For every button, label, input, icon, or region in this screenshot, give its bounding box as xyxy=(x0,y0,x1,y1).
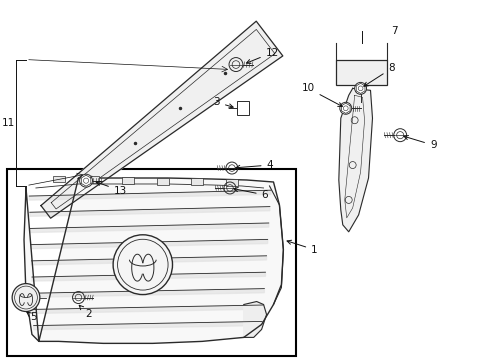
Bar xyxy=(87,176,99,183)
Polygon shape xyxy=(41,21,282,218)
Polygon shape xyxy=(31,256,266,265)
Text: 13: 13 xyxy=(96,181,127,195)
Bar xyxy=(53,176,64,183)
Text: 7: 7 xyxy=(390,26,397,36)
Bar xyxy=(122,177,134,184)
Text: 11: 11 xyxy=(1,118,15,127)
Text: 2: 2 xyxy=(79,305,91,319)
Polygon shape xyxy=(34,321,262,330)
Bar xyxy=(7,169,296,356)
Polygon shape xyxy=(30,207,269,216)
Text: 8: 8 xyxy=(363,63,394,86)
Bar xyxy=(335,60,386,85)
Polygon shape xyxy=(29,190,270,200)
Polygon shape xyxy=(33,289,264,297)
Text: 5: 5 xyxy=(27,312,37,323)
Polygon shape xyxy=(24,178,283,343)
Circle shape xyxy=(80,174,92,187)
Text: 12: 12 xyxy=(246,48,278,63)
Polygon shape xyxy=(244,302,266,337)
Polygon shape xyxy=(32,272,265,281)
Circle shape xyxy=(12,284,40,311)
Text: 6: 6 xyxy=(233,188,268,200)
Bar xyxy=(191,178,203,185)
Text: 1: 1 xyxy=(286,240,317,255)
Text: 3: 3 xyxy=(213,97,233,108)
Polygon shape xyxy=(30,223,268,233)
Bar xyxy=(156,177,168,185)
Circle shape xyxy=(113,235,172,294)
Polygon shape xyxy=(338,88,372,232)
Text: 9: 9 xyxy=(403,135,436,150)
Text: 10: 10 xyxy=(301,84,342,107)
Bar xyxy=(236,101,248,115)
Polygon shape xyxy=(31,239,267,249)
Bar xyxy=(225,179,237,186)
Polygon shape xyxy=(33,305,263,314)
Text: 4: 4 xyxy=(235,160,273,170)
Circle shape xyxy=(354,82,366,94)
Circle shape xyxy=(339,102,351,114)
